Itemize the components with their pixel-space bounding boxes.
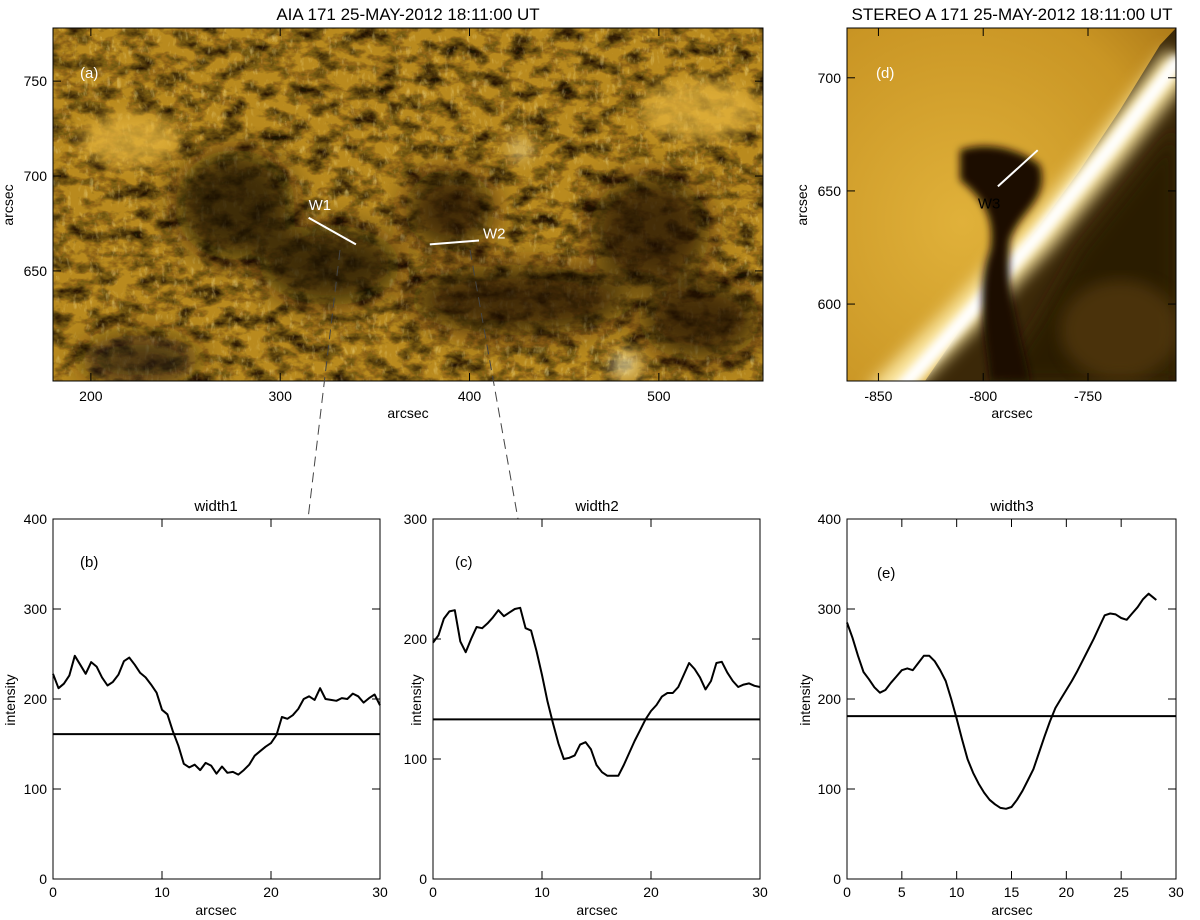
width1-title: width1 xyxy=(193,498,237,515)
width3-y-tick-label: 100 xyxy=(818,781,842,797)
stereo-title: STEREO A 171 25-MAY-2012 18:11:00 UT xyxy=(852,5,1173,24)
width3-x-label: arcsec xyxy=(991,902,1032,918)
panel-letter-c: (c) xyxy=(455,554,473,571)
aia-x-tick-label: 400 xyxy=(458,388,482,404)
marker-w3 xyxy=(997,149,1039,188)
profile-panel-width1: width1 (b) arcsec intensity xyxy=(2,498,238,918)
aia-y-tick-label: 750 xyxy=(24,73,48,89)
width3-intensity-line xyxy=(846,592,1157,810)
profile-panel-width2: width2 (c) arcsec intensity xyxy=(408,498,619,918)
width2-x-label: arcsec xyxy=(576,902,617,918)
aia-title: AIA 171 25-MAY-2012 18:11:00 UT xyxy=(276,5,539,24)
aia-y-tick-label: 650 xyxy=(24,263,48,279)
width1-intensity-line xyxy=(52,654,381,776)
aia-y-tick-label: 700 xyxy=(24,168,48,184)
width3-x-tick-label: 20 xyxy=(1059,884,1075,900)
marker-label-w1: W1 xyxy=(309,197,332,214)
stereo-x-tick-label: -750 xyxy=(1074,388,1102,404)
width1-y-tick-label: 100 xyxy=(24,781,48,797)
width3-x-tick-label: 10 xyxy=(949,884,965,900)
stereo-image-panel: -850 -800 -750 600 650 700 W3 (d) STEREO A 1… xyxy=(794,5,1177,421)
marker-w2 xyxy=(429,239,480,246)
width3-y-label: intensity xyxy=(797,674,813,725)
connector-w1 xyxy=(307,249,341,520)
width3-title: width3 xyxy=(989,498,1033,515)
width3-y-tick-label: 0 xyxy=(833,871,841,887)
marker-label-w2: W2 xyxy=(483,226,506,243)
stereo-x-tick-label: -850 xyxy=(864,388,892,404)
width2-x-tick-label: 30 xyxy=(752,884,768,900)
width1-y-tick-label: 400 xyxy=(24,511,48,527)
width1-y-label: intensity xyxy=(2,674,18,725)
aia-image-panel: 200 300 400 500 650 700 750 W1 W2 (a) AIA 171 … xyxy=(0,5,764,421)
width3-y-tick-label: 400 xyxy=(818,511,842,527)
width2-x-tick-label: 10 xyxy=(534,884,550,900)
profile-panel-width3: width3 (e) arcsec intensity xyxy=(797,498,1034,918)
width2-y-tick-label: 100 xyxy=(404,751,428,767)
a-x-ticks: 200 300 400 500 xyxy=(79,28,671,404)
a-markers: W1 W2 xyxy=(308,197,506,246)
width1-y-tick-label: 200 xyxy=(24,691,48,707)
stereo-y-tick-label: 650 xyxy=(818,183,842,199)
a-y-ticks: 650 700 750 xyxy=(24,73,763,279)
width2-x-tick-label: 20 xyxy=(643,884,659,900)
stereo-image xyxy=(847,28,1176,381)
width2-y-tick-label: 200 xyxy=(404,631,428,647)
stereo-y-tick-label: 600 xyxy=(818,296,842,312)
aia-x-tick-label: 500 xyxy=(647,388,671,404)
d-y-ticks: 600 650 700 xyxy=(818,70,1176,312)
width2-x-tick-label: 0 xyxy=(429,884,437,900)
width1-x-tick-label: 10 xyxy=(154,884,170,900)
aia-x-tick-label: 200 xyxy=(79,388,103,404)
width2-y-tick-label: 300 xyxy=(404,511,428,527)
width3-x-tick-label: 0 xyxy=(843,884,851,900)
aia-image xyxy=(53,28,763,381)
aia-x-tick-label: 300 xyxy=(269,388,293,404)
width1-y-tick-label: 300 xyxy=(24,601,48,617)
stereo-x-label: arcsec xyxy=(991,405,1032,421)
aia-x-label: arcsec xyxy=(387,405,428,421)
marker-label-w3: W3 xyxy=(978,195,1001,212)
d-markers: W3 xyxy=(978,149,1039,212)
width3-x-tick-label: 15 xyxy=(1004,884,1020,900)
width2-frame xyxy=(432,518,761,880)
width3-x-tick-label: 30 xyxy=(1168,884,1184,900)
width3-y-tick-label: 300 xyxy=(818,601,842,617)
width2-y-tick-label: 0 xyxy=(419,871,427,887)
stereo-y-tick-label: 700 xyxy=(818,70,842,86)
width3-frame xyxy=(846,518,1177,880)
aia-y-label: arcsec xyxy=(0,184,16,225)
width1-y-tick-label: 0 xyxy=(39,871,47,887)
panel-letter-d: (d) xyxy=(876,65,894,82)
width3-x-tick-label: 5 xyxy=(898,884,906,900)
width1-x-tick-label: 30 xyxy=(372,884,388,900)
width3-x-tick-label: 25 xyxy=(1113,884,1129,900)
panel-letter-b: (b) xyxy=(80,554,98,571)
panel-letter-e: (e) xyxy=(877,565,895,582)
width1-x-tick-label: 0 xyxy=(49,884,57,900)
stereo-x-tick-label: -800 xyxy=(969,388,997,404)
width1-x-tick-label: 20 xyxy=(263,884,279,900)
width3-y-tick-label: 200 xyxy=(818,691,842,707)
width2-intensity-line xyxy=(432,606,761,777)
marker-w1 xyxy=(308,216,357,246)
panel-letter-a: (a) xyxy=(80,65,98,82)
connector-w2 xyxy=(469,249,519,520)
width2-title: width2 xyxy=(574,498,618,515)
d-x-ticks: -850 -800 -750 xyxy=(864,28,1102,404)
width2-y-label: intensity xyxy=(408,674,424,725)
stereo-y-label: arcsec xyxy=(794,184,810,225)
width1-x-label: arcsec xyxy=(195,902,236,918)
